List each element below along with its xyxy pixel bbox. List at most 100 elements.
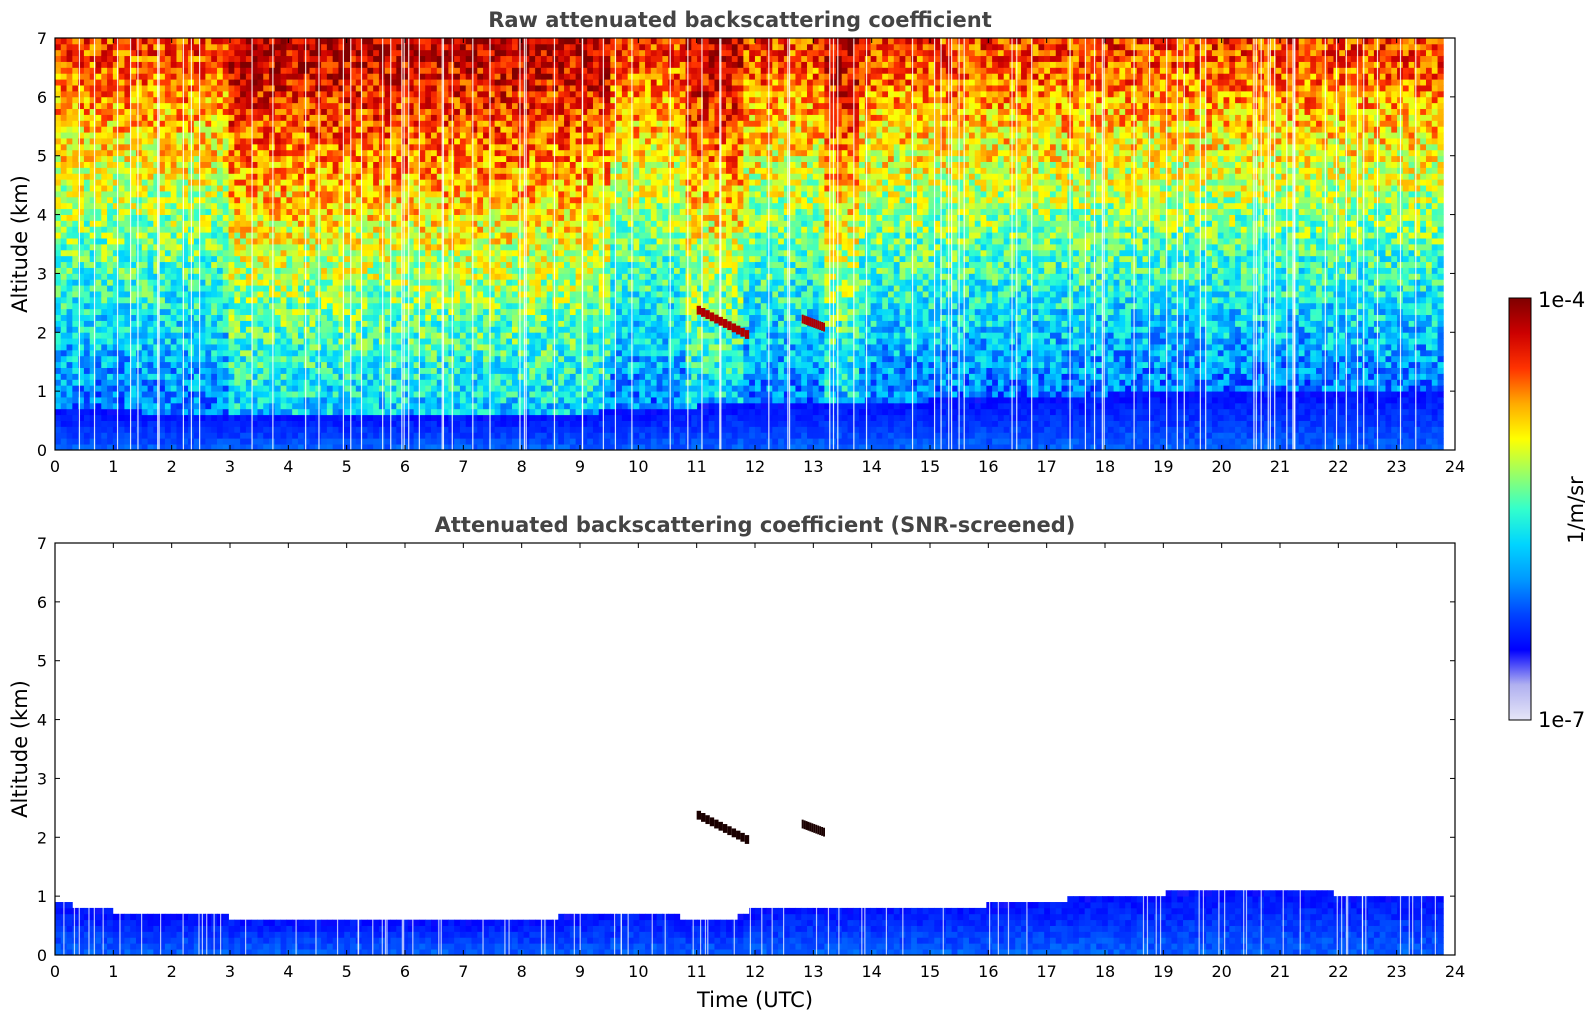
heatmap-cell (84, 373, 90, 379)
heatmap-cell (67, 162, 73, 168)
heatmap-cell (55, 50, 61, 56)
heatmap-cell (344, 126, 350, 132)
heatmap-cell (171, 397, 177, 403)
heatmap-cell (171, 109, 177, 115)
heatmap-cell (234, 415, 240, 421)
heatmap-cell (402, 138, 408, 144)
heatmap-cell (84, 226, 90, 232)
heatmap-cell (263, 126, 269, 132)
heatmap-cell (234, 297, 240, 303)
heatmap-cell (402, 426, 408, 432)
heatmap-cell (263, 226, 269, 232)
heatmap-cell (269, 321, 275, 327)
heatmap-cell (119, 309, 125, 315)
heatmap-cell (159, 62, 165, 68)
heatmap-cell (333, 268, 339, 274)
heatmap-cell (321, 115, 327, 121)
heatmap-cell (136, 262, 142, 268)
heatmap-cell (165, 238, 171, 244)
heatmap-cell (379, 215, 385, 221)
heatmap-cell (448, 215, 454, 221)
heatmap-cell (310, 220, 316, 226)
heatmap-cell (223, 250, 229, 256)
heatmap-cell (101, 56, 107, 62)
heatmap-cell (425, 415, 431, 421)
heatmap-cell (55, 326, 61, 332)
heatmap-cell (419, 173, 425, 179)
heatmap-cell (223, 273, 229, 279)
heatmap-cell (281, 326, 287, 332)
heatmap-cell (321, 62, 327, 68)
heatmap-cell (84, 256, 90, 262)
heatmap-cell (240, 109, 246, 115)
heatmap-cell (362, 91, 368, 97)
heatmap-cell (263, 250, 269, 256)
heatmap-cell (425, 167, 431, 173)
heatmap-cell (298, 326, 304, 332)
heatmap-cell (286, 179, 292, 185)
heatmap-cell (304, 338, 310, 344)
heatmap-cell (269, 126, 275, 132)
heatmap-cell (454, 203, 460, 209)
heatmap-cell (148, 50, 154, 56)
heatmap-cell (298, 426, 304, 432)
heatmap-cell (286, 138, 292, 144)
heatmap-cell (234, 162, 240, 168)
heatmap-cell (107, 279, 113, 285)
heatmap-cell (136, 126, 142, 132)
heatmap-cell (425, 421, 431, 427)
heatmap-cell (246, 362, 252, 368)
heatmap-cell (142, 156, 148, 162)
heatmap-cell (310, 350, 316, 356)
heatmap-cell (304, 226, 310, 232)
heatmap-cell (454, 356, 460, 362)
heatmap-cell (425, 126, 431, 132)
heatmap-cell (159, 432, 165, 438)
heatmap-cell (84, 215, 90, 221)
heatmap-cell (165, 73, 171, 79)
heatmap-cell (402, 126, 408, 132)
heatmap-cell (107, 191, 113, 197)
heatmap-cell (286, 362, 292, 368)
heatmap-cell (171, 209, 177, 215)
heatmap-cell (107, 167, 113, 173)
heatmap-cell (101, 409, 107, 415)
heatmap-cell (55, 285, 61, 291)
heatmap-cell (373, 397, 379, 403)
heatmap-cell (171, 409, 177, 415)
heatmap-cell (55, 109, 61, 115)
heatmap-cell (107, 291, 113, 297)
heatmap-cell (234, 238, 240, 244)
heatmap-cell (72, 144, 78, 150)
heatmap-cell (344, 162, 350, 168)
heatmap-cell (327, 415, 333, 421)
heatmap-cell (454, 432, 460, 438)
heatmap-cell (379, 256, 385, 262)
heatmap-cell (119, 85, 125, 91)
heatmap-cell (107, 179, 113, 185)
heatmap-cell (257, 220, 263, 226)
heatmap-cell (61, 179, 67, 185)
heatmap-cell (107, 44, 113, 50)
heatmap-cell (344, 256, 350, 262)
heatmap-cell (385, 162, 391, 168)
heatmap-cell (217, 332, 223, 338)
heatmap-cell (362, 415, 368, 421)
heatmap-cell (176, 373, 182, 379)
heatmap-cell (362, 397, 368, 403)
heatmap-cell (84, 438, 90, 444)
heatmap-cell (425, 273, 431, 279)
heatmap-cell (84, 303, 90, 309)
heatmap-cell (240, 279, 246, 285)
heatmap-cell (333, 238, 339, 244)
heatmap-cell (159, 220, 165, 226)
heatmap-cell (379, 91, 385, 97)
heatmap-cell (257, 262, 263, 268)
heatmap-cell (310, 203, 316, 209)
heatmap-cell (275, 273, 281, 279)
heatmap-cell (431, 62, 437, 68)
heatmap-cell (223, 309, 229, 315)
heatmap-cell (333, 179, 339, 185)
heatmap-cell (67, 309, 73, 315)
heatmap-cell (304, 220, 310, 226)
